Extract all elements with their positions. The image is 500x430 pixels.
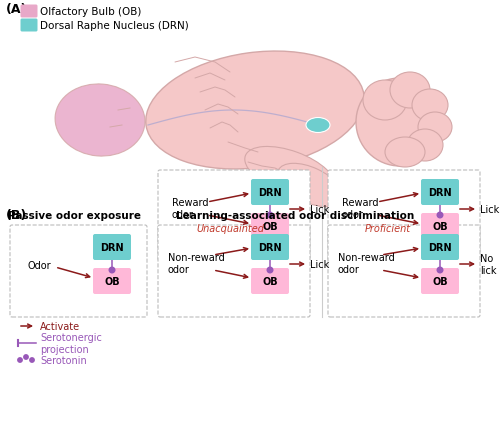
FancyBboxPatch shape xyxy=(10,225,147,317)
Ellipse shape xyxy=(356,79,444,166)
Text: Passive odor exposure: Passive odor exposure xyxy=(8,211,141,221)
Text: Reward
odor: Reward odor xyxy=(342,198,378,219)
Circle shape xyxy=(30,358,34,362)
FancyBboxPatch shape xyxy=(251,268,289,294)
Text: Non-reward
odor: Non-reward odor xyxy=(338,252,395,274)
Text: Serotonin: Serotonin xyxy=(40,355,87,365)
Text: DRN: DRN xyxy=(428,243,452,252)
Text: OB: OB xyxy=(104,276,120,286)
Ellipse shape xyxy=(306,118,330,133)
FancyBboxPatch shape xyxy=(421,214,459,240)
Text: No
lick: No lick xyxy=(480,254,496,275)
Ellipse shape xyxy=(407,130,443,162)
FancyBboxPatch shape xyxy=(421,234,459,261)
FancyBboxPatch shape xyxy=(328,171,480,262)
Text: Activate: Activate xyxy=(40,321,80,331)
Text: DRN: DRN xyxy=(428,187,452,197)
Text: Dorsal Raphe Nucleus (DRN): Dorsal Raphe Nucleus (DRN) xyxy=(40,21,189,31)
Circle shape xyxy=(437,213,443,218)
FancyBboxPatch shape xyxy=(93,268,131,294)
Text: OB: OB xyxy=(432,221,448,231)
Circle shape xyxy=(18,358,22,362)
Text: Proficient: Proficient xyxy=(365,224,411,233)
Ellipse shape xyxy=(146,52,364,169)
Ellipse shape xyxy=(412,90,448,122)
Text: Unacquainted: Unacquainted xyxy=(196,224,264,233)
Ellipse shape xyxy=(363,81,407,121)
Text: Lick: Lick xyxy=(480,205,499,215)
FancyBboxPatch shape xyxy=(421,268,459,294)
Ellipse shape xyxy=(385,138,425,168)
Text: Learning-associated odor discrimination: Learning-associated odor discrimination xyxy=(176,211,414,221)
Ellipse shape xyxy=(278,164,342,207)
Text: DRN: DRN xyxy=(258,187,282,197)
Text: Non-reward
odor: Non-reward odor xyxy=(168,252,225,274)
Text: Odor: Odor xyxy=(28,261,52,270)
Ellipse shape xyxy=(55,85,145,157)
Circle shape xyxy=(267,213,273,218)
Text: Lick: Lick xyxy=(310,259,329,269)
Text: DRN: DRN xyxy=(100,243,124,252)
Ellipse shape xyxy=(418,113,452,143)
FancyBboxPatch shape xyxy=(251,180,289,206)
Text: Reward
odor: Reward odor xyxy=(172,198,208,219)
Text: OB: OB xyxy=(262,221,278,231)
Text: Lick: Lick xyxy=(310,205,329,215)
Circle shape xyxy=(437,267,443,273)
Text: Olfactory Bulb (OB): Olfactory Bulb (OB) xyxy=(40,7,142,17)
Text: Serotonergic
projection: Serotonergic projection xyxy=(40,332,102,354)
Text: OB: OB xyxy=(432,276,448,286)
Text: DRN: DRN xyxy=(258,243,282,252)
FancyBboxPatch shape xyxy=(421,180,459,206)
Text: OB: OB xyxy=(262,276,278,286)
FancyBboxPatch shape xyxy=(20,6,38,18)
FancyBboxPatch shape xyxy=(20,19,38,32)
FancyBboxPatch shape xyxy=(328,225,480,317)
FancyBboxPatch shape xyxy=(158,171,310,262)
FancyBboxPatch shape xyxy=(251,234,289,261)
Ellipse shape xyxy=(390,73,430,109)
Circle shape xyxy=(24,355,28,359)
FancyBboxPatch shape xyxy=(251,214,289,240)
Circle shape xyxy=(267,267,273,273)
FancyBboxPatch shape xyxy=(93,234,131,261)
Ellipse shape xyxy=(245,147,335,198)
Circle shape xyxy=(109,267,115,273)
Text: (A): (A) xyxy=(6,3,28,16)
FancyBboxPatch shape xyxy=(158,225,310,317)
Text: (B): (B) xyxy=(6,209,27,221)
